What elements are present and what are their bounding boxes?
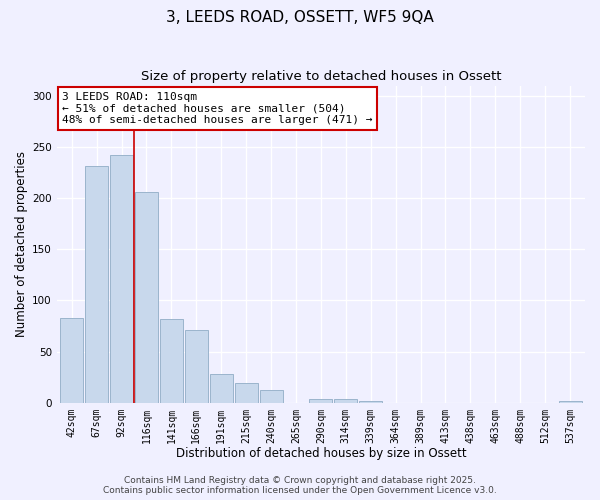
Bar bbox=[160, 319, 183, 402]
Bar bbox=[334, 398, 357, 402]
X-axis label: Distribution of detached houses by size in Ossett: Distribution of detached houses by size … bbox=[176, 447, 466, 460]
Bar bbox=[185, 330, 208, 402]
Bar bbox=[60, 318, 83, 402]
Bar bbox=[110, 155, 133, 402]
Bar bbox=[85, 166, 108, 402]
Bar bbox=[235, 384, 257, 402]
Bar bbox=[210, 374, 233, 402]
Bar bbox=[359, 400, 382, 402]
Y-axis label: Number of detached properties: Number of detached properties bbox=[15, 151, 28, 337]
Bar bbox=[135, 192, 158, 402]
Text: 3, LEEDS ROAD, OSSETT, WF5 9QA: 3, LEEDS ROAD, OSSETT, WF5 9QA bbox=[166, 10, 434, 25]
Bar bbox=[559, 400, 581, 402]
Bar bbox=[260, 390, 283, 402]
Bar bbox=[310, 398, 332, 402]
Text: 3 LEEDS ROAD: 110sqm
← 51% of detached houses are smaller (504)
48% of semi-deta: 3 LEEDS ROAD: 110sqm ← 51% of detached h… bbox=[62, 92, 373, 125]
Title: Size of property relative to detached houses in Ossett: Size of property relative to detached ho… bbox=[140, 70, 501, 83]
Text: Contains HM Land Registry data © Crown copyright and database right 2025.
Contai: Contains HM Land Registry data © Crown c… bbox=[103, 476, 497, 495]
